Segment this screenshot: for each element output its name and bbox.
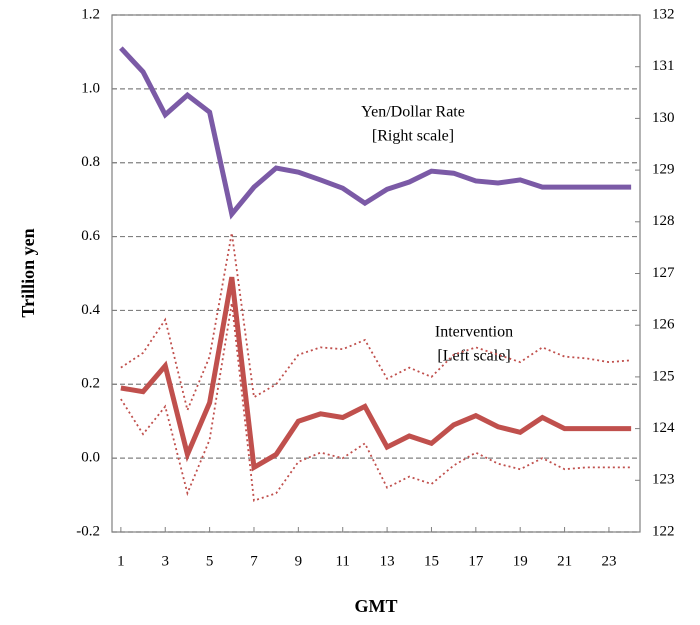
y2-tick-label: 127 xyxy=(652,265,675,281)
y2-tick-label: 130 xyxy=(652,110,675,126)
y-tick-label: 0.0 xyxy=(81,450,100,466)
series-line xyxy=(120,276,632,472)
y2-tick-label: 124 xyxy=(652,420,675,436)
y2-tick-label: 122 xyxy=(652,523,675,539)
x-tick-label: 9 xyxy=(295,553,303,569)
y2-tick-label: 128 xyxy=(652,213,675,229)
y-tick-label: 0.2 xyxy=(81,376,100,392)
annotation: Yen/Dollar Rate xyxy=(361,104,465,121)
x-tick-label: 5 xyxy=(206,553,214,569)
x-tick-label: 3 xyxy=(161,553,169,569)
y2-tick-label: 129 xyxy=(652,162,675,178)
y2-tick-label: 131 xyxy=(652,58,675,74)
x-tick-label: 21 xyxy=(557,553,572,569)
y-tick-label: 0.4 xyxy=(81,302,100,318)
y-tick-label: 0.8 xyxy=(81,154,100,170)
x-tick-label: 15 xyxy=(424,553,439,569)
y2-tick-label: 132 xyxy=(652,6,675,22)
x-tick-label: 17 xyxy=(468,553,484,569)
y2-tick-label: 126 xyxy=(652,317,675,333)
x-tick-label: 7 xyxy=(250,553,258,569)
y2-tick-label: 123 xyxy=(652,472,675,488)
x-tick-label: 11 xyxy=(335,553,349,569)
x-tick-label: 13 xyxy=(380,553,395,569)
y2-tick-label: 125 xyxy=(652,368,675,384)
series-line xyxy=(120,302,632,502)
x-tick-label: 19 xyxy=(513,553,528,569)
y-tick-label: 1.2 xyxy=(81,6,100,22)
x-tick-label: 1 xyxy=(117,553,125,569)
y-axis-title: Trillion yen xyxy=(18,228,38,317)
annotation: [Right scale] xyxy=(372,128,454,145)
x-tick-label: 23 xyxy=(601,553,616,569)
y-tick-label: -0.2 xyxy=(76,523,100,539)
series-line xyxy=(119,46,632,220)
annotation: Intervention xyxy=(435,324,513,341)
x-axis-title: GMT xyxy=(355,596,398,616)
y-tick-label: 0.6 xyxy=(81,228,100,244)
plot-frame xyxy=(111,14,641,533)
y-tick-label: 1.0 xyxy=(81,80,100,96)
series-line xyxy=(120,232,632,414)
